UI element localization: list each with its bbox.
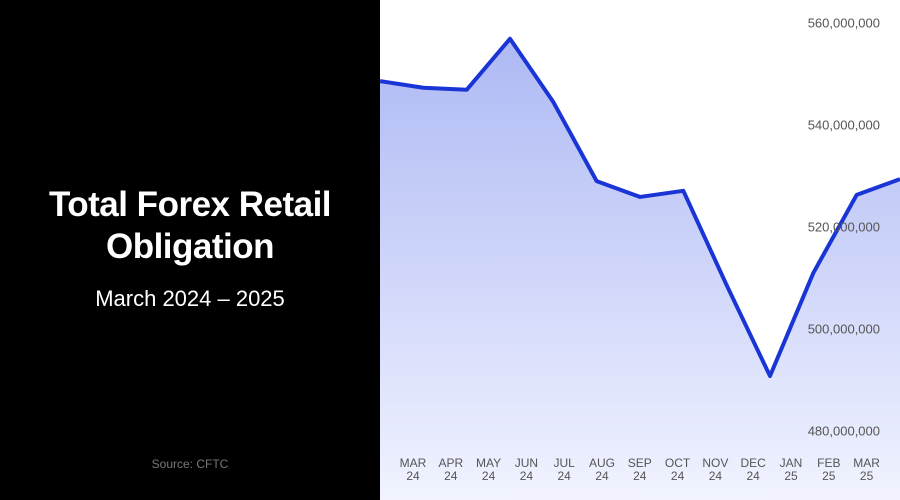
area-fill: [380, 38, 900, 500]
x-tick-label: MAY 24: [476, 456, 502, 483]
x-tick-label: MAR 24: [399, 456, 427, 483]
y-tick-label: 560,000,000: [808, 15, 880, 30]
chart-title: Total Forex Retail Obligation: [48, 185, 332, 266]
x-tick-label: JUL 24: [553, 456, 575, 483]
x-tick-label: AUG 24: [588, 456, 615, 483]
y-tick-label: 480,000,000: [808, 424, 880, 439]
x-tick-label: NOV 24: [702, 456, 729, 483]
x-tick-label: MAR 25: [853, 456, 880, 483]
x-tick-label: DEC 24: [740, 456, 766, 483]
x-tick-label: JAN 25: [779, 456, 803, 483]
source-note: Source: CFTC: [151, 457, 229, 471]
line: [379, 36, 900, 379]
chart-subtitle: March 2024 – 2025: [95, 286, 285, 311]
y-tick-label: 540,000,000: [808, 117, 880, 132]
x-tick-label: JUN 24: [514, 456, 539, 483]
x-tick-label: FEB 25: [817, 456, 841, 483]
x-tick-label: SEP 24: [627, 456, 652, 483]
title-panel: Total Forex Retail Obligation March 2024…: [0, 0, 380, 500]
x-tick-label: OCT 24: [664, 456, 691, 483]
y-tick-label: 500,000,000: [808, 322, 880, 337]
y-tick-label: 520,000,000: [808, 219, 880, 234]
x-tick-label: APR 24: [438, 456, 464, 483]
